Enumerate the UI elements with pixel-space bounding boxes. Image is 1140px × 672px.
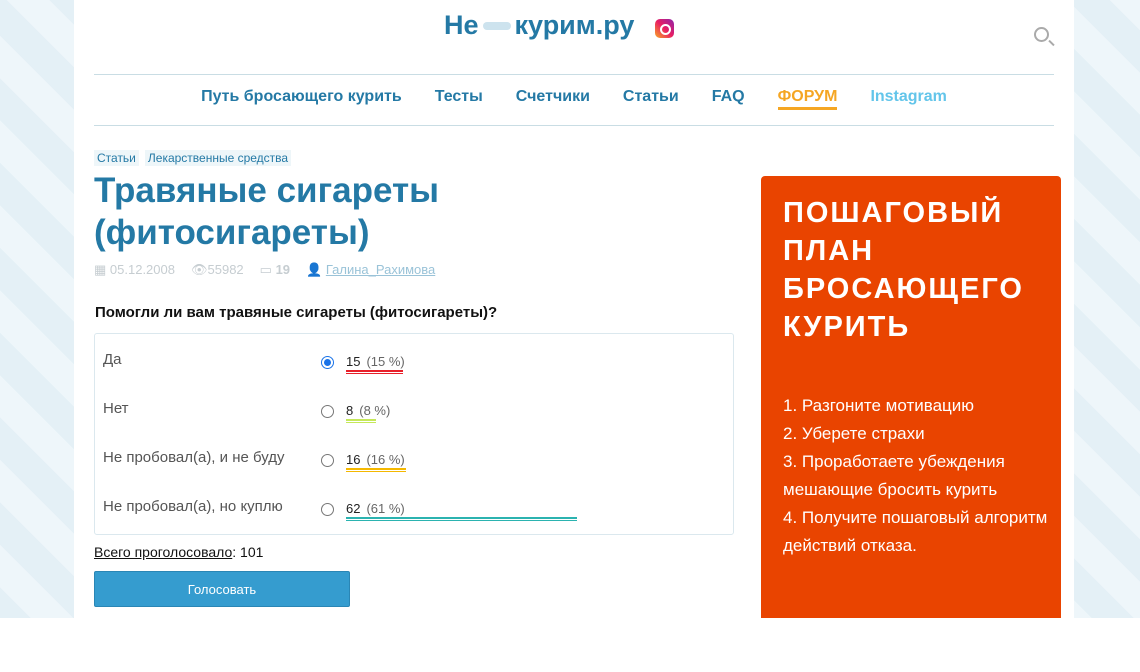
option-label: Не пробовал(а), и не буду <box>103 449 285 466</box>
promo-title: ПОШАГОВЫЙ ПЛАН БРОСАЮЩЕГО КУРИТЬ <box>783 197 1024 343</box>
option-result: 62 (61 %) <box>346 501 405 516</box>
option-label: Не пробовал(а), но куплю <box>103 498 283 515</box>
logo-text: курим.ру <box>514 10 635 40</box>
instagram-icon[interactable] <box>655 19 674 38</box>
poll-option: Да 15 (15 %) <box>103 351 723 381</box>
date: ▦ 05.12.2008 <box>94 262 175 277</box>
option-bar <box>346 517 577 521</box>
page-title: Травяные сигареты (фитосигареты) <box>94 171 440 252</box>
nav-articles[interactable]: Статьи <box>622 88 679 105</box>
promo-steps: 1. Разгоните мотивацию 2. Уберете страхи 3… <box>783 392 1061 560</box>
promo-step: 1. Разгоните мотивацию <box>783 396 975 415</box>
poll-total: Всего проголосовало: 101 <box>94 544 264 560</box>
option-bar <box>346 419 377 423</box>
option-radio[interactable] <box>321 454 334 467</box>
poll-option: Нет 8 (8 %) <box>103 400 723 430</box>
option-result: 15 (15 %) <box>346 354 405 369</box>
divider <box>94 74 1054 75</box>
views: 👁55982 <box>190 262 244 277</box>
option-radio[interactable] <box>321 356 334 369</box>
page-bottom <box>0 618 1140 672</box>
option-result: 8 (8 %) <box>346 403 391 418</box>
divider <box>94 125 1054 126</box>
logo-text: Не <box>444 10 479 40</box>
tag[interactable]: Статьи <box>94 150 139 166</box>
nav-tests[interactable]: Тесты <box>434 88 483 105</box>
poll-option: Не пробовал(а), но куплю 62 (61 %) <box>103 498 723 528</box>
article-meta: ▦ 05.12.2008 👁55982 ▭ 19 👤 Галина_Рахимо… <box>94 262 435 278</box>
option-result: 16 (16 %) <box>346 452 405 467</box>
nav-counters[interactable]: Счетчики <box>515 88 590 105</box>
poll-box: Да 15 (15 %) Нет 8 (8 %) Не пробовал(а), и… <box>94 333 734 535</box>
option-radio[interactable] <box>321 405 334 418</box>
author: 👤 Галина_Рахимова <box>306 262 436 277</box>
poll-option: Не пробовал(а), и не буду 16 (16 %) <box>103 449 723 479</box>
nav-instagram[interactable]: Instagram <box>870 88 947 105</box>
nav-forum[interactable]: ФОРУМ <box>777 88 838 110</box>
option-bar <box>346 370 403 374</box>
vote-button[interactable]: Голосовать <box>94 571 350 607</box>
main-nav: Путь бросающего курить Тесты Счетчики Ст… <box>94 88 1054 110</box>
promo-banner[interactable]: ПОШАГОВЫЙ ПЛАН БРОСАЮЩЕГО КУРИТЬ 1. Разг… <box>761 176 1061 618</box>
cigarette-icon <box>482 21 511 30</box>
option-bar <box>346 468 407 472</box>
tags: Статьи Лекарственные средства <box>94 150 292 166</box>
promo-step: 4. Получите пошаговый алгоритм действий … <box>783 508 1048 555</box>
nav-faq[interactable]: FAQ <box>711 88 745 105</box>
option-radio[interactable] <box>321 503 334 516</box>
comments: ▭ 19 <box>259 262 291 277</box>
poll-question: Помогли ли вам травяные сигареты (фитоси… <box>95 304 498 321</box>
option-label: Нет <box>103 400 129 417</box>
site-logo[interactable]: Не курим.ру <box>444 10 634 41</box>
total-link[interactable]: Всего проголосовало <box>94 544 233 560</box>
tag[interactable]: Лекарственные средства <box>144 150 292 166</box>
nav-path[interactable]: Путь бросающего курить <box>201 88 402 105</box>
promo-step: 2. Уберете страхи <box>783 424 925 443</box>
author-link[interactable]: Галина_Рахимова <box>325 262 436 277</box>
promo-step: 3. Проработаете убеждения мешающие броси… <box>783 452 1005 499</box>
option-label: Да <box>103 351 122 368</box>
search-icon[interactable] <box>1034 27 1049 42</box>
